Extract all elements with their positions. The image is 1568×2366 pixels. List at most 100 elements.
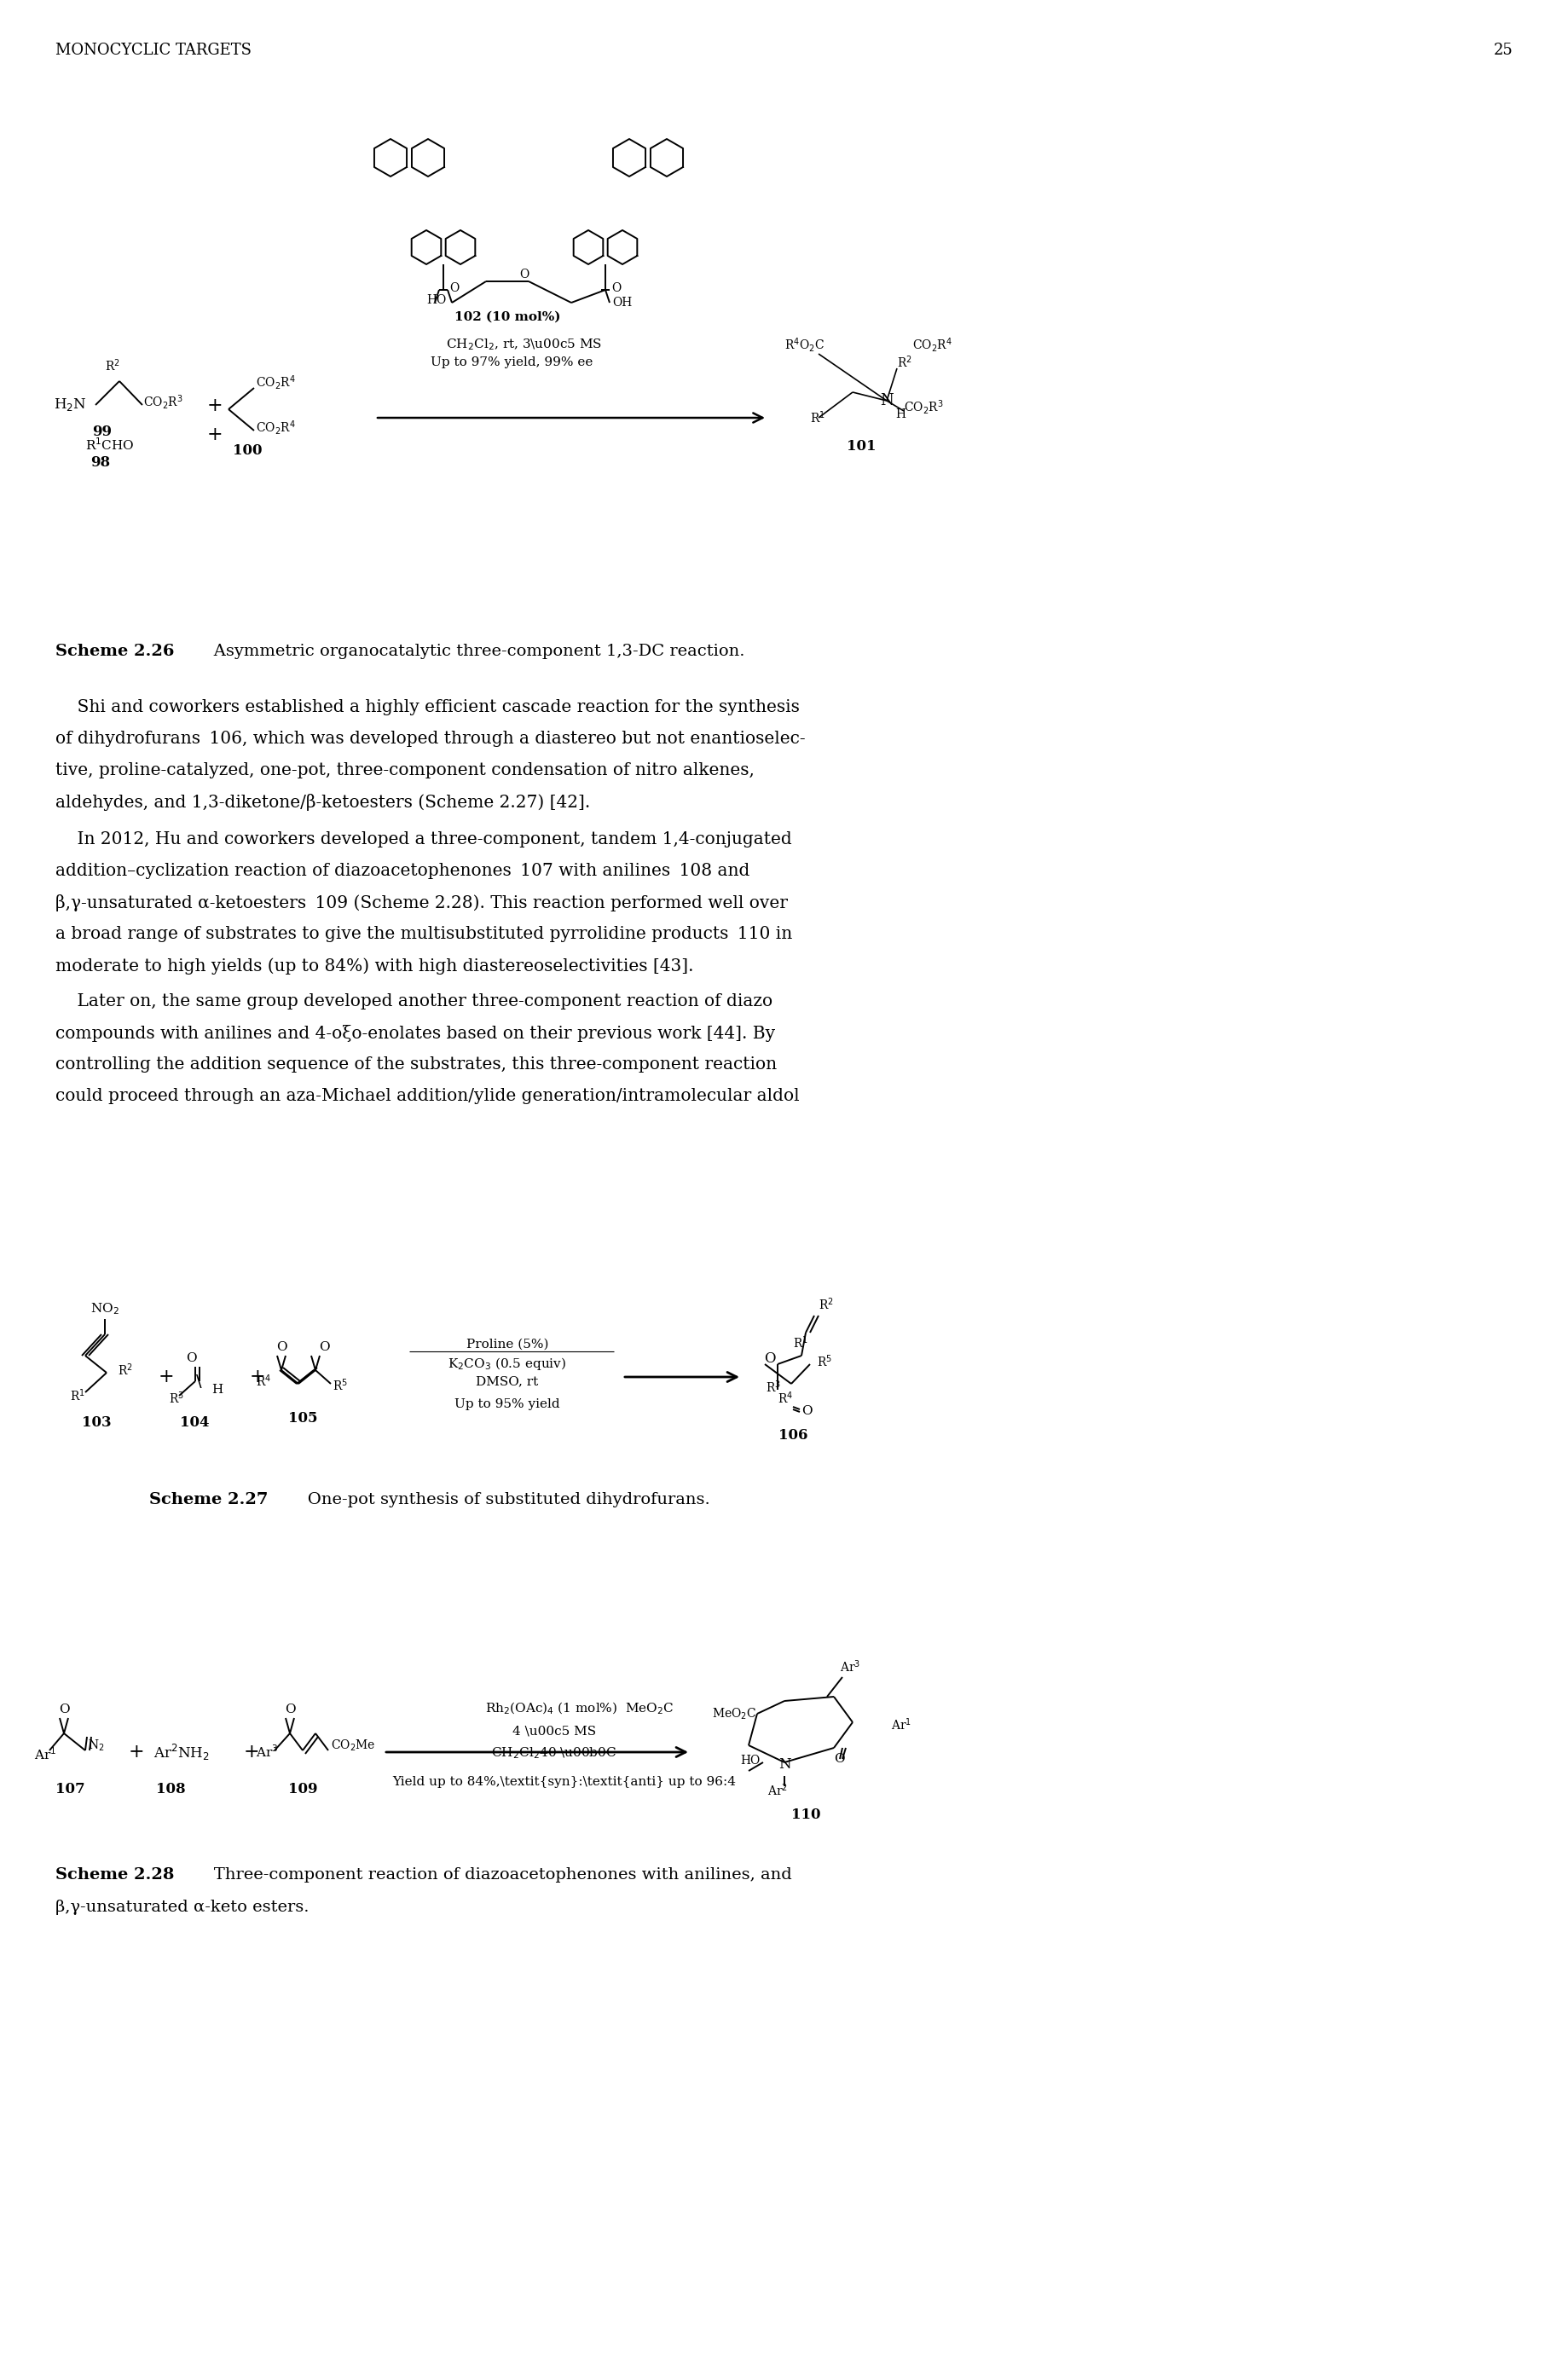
Text: O: O <box>318 1342 329 1353</box>
Text: Ar$^2$: Ar$^2$ <box>767 1782 787 1798</box>
Text: +: + <box>207 397 223 414</box>
Text: R$^2$: R$^2$ <box>818 1297 834 1313</box>
Text: 106: 106 <box>778 1429 808 1443</box>
Text: O: O <box>276 1342 287 1353</box>
Text: Scheme 2.27: Scheme 2.27 <box>149 1493 268 1507</box>
Text: O: O <box>284 1704 295 1715</box>
Text: O: O <box>187 1353 196 1365</box>
Text: +: + <box>249 1368 265 1386</box>
Text: R$^2$: R$^2$ <box>897 355 913 371</box>
Text: could proceed through an aza-Michael addition/ylide generation/intramolecular al: could proceed through an aza-Michael add… <box>55 1088 800 1105</box>
Text: OH: OH <box>612 296 632 308</box>
Text: Ar$^2$NH$_2$: Ar$^2$NH$_2$ <box>154 1741 210 1763</box>
Text: R$^3$: R$^3$ <box>765 1379 781 1396</box>
Text: R$^4$O$_2$C: R$^4$O$_2$C <box>784 336 825 355</box>
Text: CO$_2$R$^4$: CO$_2$R$^4$ <box>256 374 296 393</box>
Text: Rh$_2$(OAc)$_4$ (1 mol%)  MeO$_2$C: Rh$_2$(OAc)$_4$ (1 mol%) MeO$_2$C <box>486 1701 674 1718</box>
Text: Ar$^3$: Ar$^3$ <box>256 1744 279 1760</box>
Text: In 2012, Hu and coworkers developed a three-component, tandem 1,4-conjugated: In 2012, Hu and coworkers developed a th… <box>55 830 792 847</box>
Text: CO$_2$R$^3$: CO$_2$R$^3$ <box>143 393 183 412</box>
Text: tive, proline-catalyzed, one-pot, three-component condensation of nitro alkenes,: tive, proline-catalyzed, one-pot, three-… <box>55 762 754 778</box>
Text: 109: 109 <box>289 1782 317 1796</box>
Text: N: N <box>880 393 894 409</box>
Text: R$^1$: R$^1$ <box>793 1334 808 1351</box>
Text: compounds with anilines and 4-οξο-enolates based on their previous work [44]. By: compounds with anilines and 4-οξο-enolat… <box>55 1024 775 1041</box>
Text: Up to 97% yield, 99% ee: Up to 97% yield, 99% ee <box>431 357 593 369</box>
Text: β,γ-unsaturated α-ketoesters  109 (Scheme 2.28). This reaction performed well ov: β,γ-unsaturated α-ketoesters 109 (Scheme… <box>55 894 787 911</box>
Text: +: + <box>129 1744 144 1763</box>
Text: a broad range of substrates to give the multisubstituted pyrrolidine products  1: a broad range of substrates to give the … <box>55 925 792 942</box>
Text: 25: 25 <box>1494 43 1513 59</box>
Text: CH$_2$Cl$_2$, rt, 3\u00c5 MS: CH$_2$Cl$_2$, rt, 3\u00c5 MS <box>447 336 602 353</box>
Text: O: O <box>764 1351 776 1365</box>
Text: CO$_2$Me: CO$_2$Me <box>331 1739 376 1753</box>
Text: R$^1$: R$^1$ <box>811 409 825 426</box>
Text: R$^5$: R$^5$ <box>332 1377 348 1394</box>
Text: CO$_2$R$^4$: CO$_2$R$^4$ <box>913 336 952 355</box>
Text: Later on, the same group developed another three-component reaction of diazo: Later on, the same group developed anoth… <box>55 994 773 1010</box>
Text: Yield up to 84%,\textit{syn}:\textit{anti} up to 96:4: Yield up to 84%,\textit{syn}:\textit{ant… <box>392 1777 735 1789</box>
Text: N: N <box>778 1758 790 1772</box>
Text: H: H <box>895 409 905 421</box>
Text: +: + <box>158 1368 174 1386</box>
Text: CH$_2$Cl$_2$40 \u00b0C: CH$_2$Cl$_2$40 \u00b0C <box>491 1746 616 1760</box>
Text: R$^3$: R$^3$ <box>169 1391 183 1405</box>
Text: Three-component reaction of diazoacetophenones with anilines, and: Three-component reaction of diazoacetoph… <box>198 1867 792 1883</box>
Text: HO: HO <box>740 1756 760 1767</box>
Text: One-pot synthesis of substituted dihydrofurans.: One-pot synthesis of substituted dihydro… <box>292 1493 710 1507</box>
Text: controlling the addition sequence of the substrates, this three-component reacti: controlling the addition sequence of the… <box>55 1055 776 1072</box>
Text: 108: 108 <box>155 1782 185 1796</box>
Text: 102 (10 mol%): 102 (10 mol%) <box>455 312 560 324</box>
Text: Proline (5%): Proline (5%) <box>466 1339 549 1351</box>
Text: Ar$^3$: Ar$^3$ <box>840 1659 861 1675</box>
Text: Scheme 2.28: Scheme 2.28 <box>55 1867 174 1883</box>
Text: O: O <box>834 1753 845 1765</box>
Text: O: O <box>58 1704 69 1715</box>
Text: R$^4$: R$^4$ <box>778 1391 793 1405</box>
Text: HO: HO <box>426 293 447 305</box>
Text: H$_2$N: H$_2$N <box>53 397 86 414</box>
Text: R$^2$: R$^2$ <box>105 357 121 374</box>
Text: 110: 110 <box>790 1808 820 1822</box>
Text: 107: 107 <box>55 1782 85 1796</box>
Text: R$^4$: R$^4$ <box>256 1372 271 1389</box>
Text: 4 \u00c5 MS: 4 \u00c5 MS <box>513 1725 596 1737</box>
Text: O: O <box>519 270 528 282</box>
Text: addition–cyclization reaction of diazoacetophenones  107 with anilines  108 and: addition–cyclization reaction of diazoac… <box>55 864 750 880</box>
Text: O: O <box>612 282 621 293</box>
Text: Scheme 2.26: Scheme 2.26 <box>55 644 174 660</box>
Text: moderate to high yields (up to 84%) with high diastereoselectivities [43].: moderate to high yields (up to 84%) with… <box>55 958 693 975</box>
Text: Ar$^1$: Ar$^1$ <box>891 1718 911 1732</box>
Text: O: O <box>450 282 459 293</box>
Text: R$^2$: R$^2$ <box>118 1363 133 1377</box>
Text: of dihydrofurans  106, which was developed through a diastereo but not enantiose: of dihydrofurans 106, which was develope… <box>55 731 806 748</box>
Text: O: O <box>801 1405 812 1417</box>
Text: 100: 100 <box>232 442 262 459</box>
Text: MONOCYCLIC TARGETS: MONOCYCLIC TARGETS <box>55 43 251 59</box>
Text: +: + <box>243 1744 259 1763</box>
Text: R$^1$CHO: R$^1$CHO <box>85 438 135 452</box>
Text: β,γ-unsaturated α-keto esters.: β,γ-unsaturated α-keto esters. <box>55 1900 309 1914</box>
Text: 98: 98 <box>91 454 110 471</box>
Text: K$_2$CO$_3$ (0.5 equiv): K$_2$CO$_3$ (0.5 equiv) <box>448 1356 566 1372</box>
Text: Up to 95% yield: Up to 95% yield <box>455 1398 560 1410</box>
Text: +: + <box>207 426 223 445</box>
Text: MeO$_2$C: MeO$_2$C <box>712 1706 756 1720</box>
Text: DMSO, rt: DMSO, rt <box>477 1375 538 1386</box>
Text: 101: 101 <box>847 440 877 454</box>
Text: NO$_2$: NO$_2$ <box>91 1301 119 1315</box>
Text: CO$_2$R$^4$: CO$_2$R$^4$ <box>256 419 296 438</box>
Text: 103: 103 <box>82 1415 111 1429</box>
Text: aldehydes, and 1,3-diketone/β-ketoesters (Scheme 2.27) [42].: aldehydes, and 1,3-diketone/β-ketoesters… <box>55 793 590 812</box>
Text: 104: 104 <box>180 1415 209 1429</box>
Text: 99: 99 <box>93 424 113 440</box>
Text: N$_2$: N$_2$ <box>88 1739 105 1753</box>
Text: CO$_2$R$^3$: CO$_2$R$^3$ <box>903 397 944 416</box>
Text: Ar$^1$: Ar$^1$ <box>34 1746 56 1763</box>
Text: H: H <box>212 1384 223 1396</box>
Text: 105: 105 <box>289 1410 317 1427</box>
Text: Shi and coworkers established a highly efficient cascade reaction for the synthe: Shi and coworkers established a highly e… <box>55 698 800 715</box>
Text: R$^5$: R$^5$ <box>817 1353 833 1370</box>
Text: $\backslash$: $\backslash$ <box>196 1372 202 1389</box>
Text: R$^1$: R$^1$ <box>71 1389 85 1403</box>
